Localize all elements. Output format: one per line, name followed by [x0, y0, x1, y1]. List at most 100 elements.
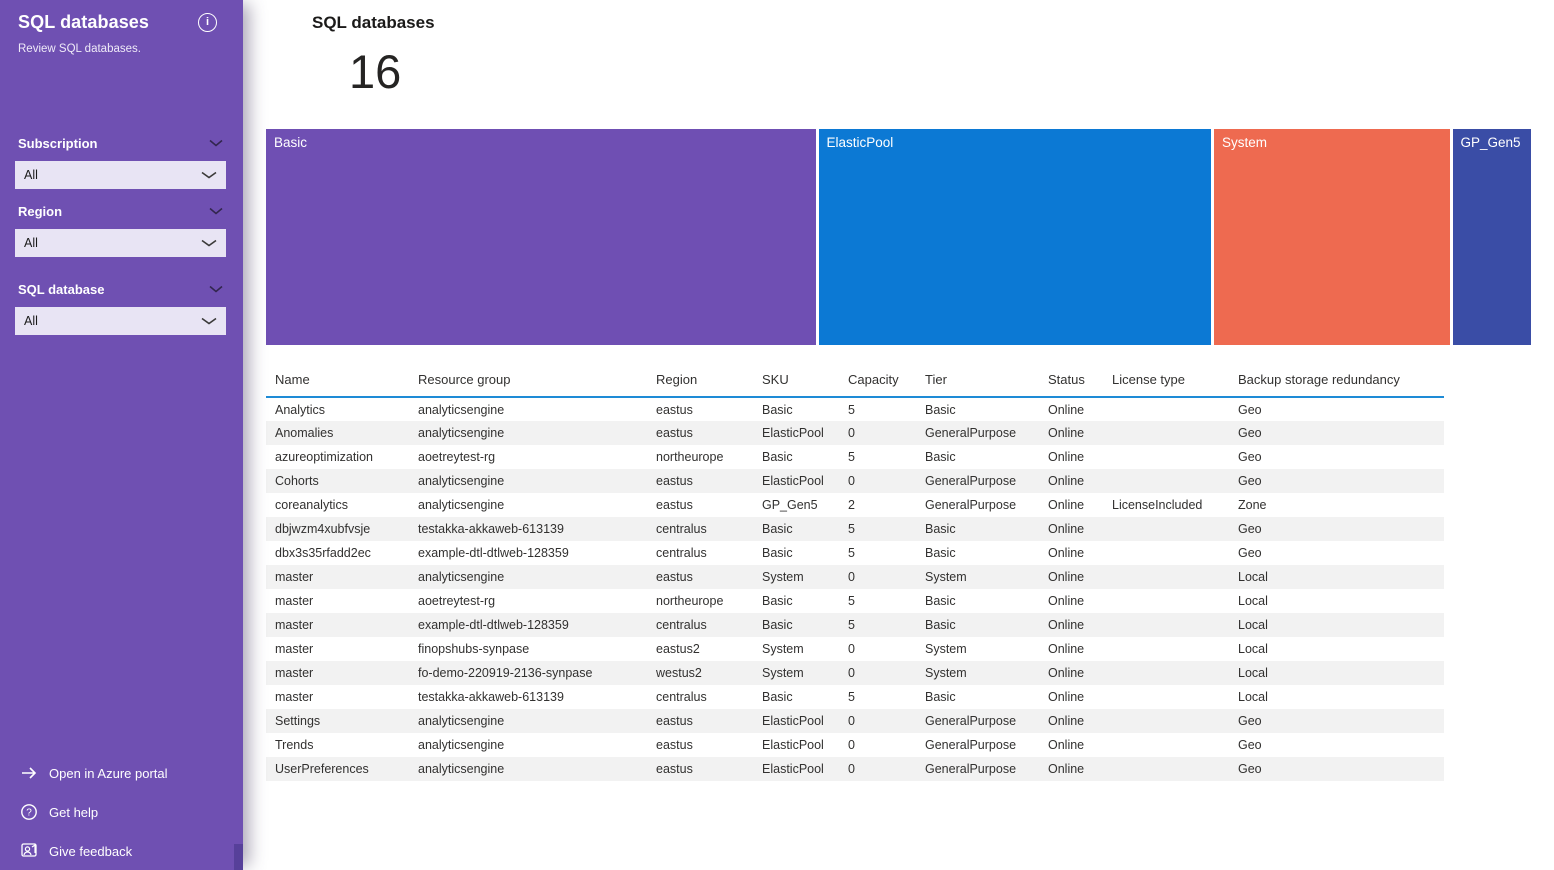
get-help-link[interactable]: ? Get help — [20, 801, 168, 823]
table-cell: eastus — [656, 498, 693, 512]
table-cell: Basic — [762, 618, 793, 632]
table-cell: eastus2 — [656, 642, 700, 656]
table-row[interactable]: azureoptimization aoetreytest-rg northeuro… — [266, 445, 1444, 469]
treemap-segment-system[interactable]: System — [1214, 129, 1450, 345]
filter-group-region: Region All — [15, 202, 226, 257]
table-cell — [1103, 397, 1229, 421]
info-icon[interactable]: i — [198, 13, 217, 32]
table-cell: 0 — [848, 738, 855, 752]
table-cell: 0 — [848, 762, 855, 776]
table-row[interactable]: master analyticsengine eastus System 0 System… — [266, 565, 1444, 589]
treemap-segment-basic[interactable]: Basic — [266, 129, 816, 345]
table-row[interactable]: master aoetreytest-rg northeurope Basic 5 Bas… — [266, 589, 1444, 613]
table-cell: aoetreytest-rg — [418, 594, 496, 608]
table-row[interactable]: dbjwzm4xubfvsje testakka-akkaweb-613139 ce… — [266, 517, 1444, 541]
table-row[interactable]: dbx3s35rfadd2ec example-dtl-dtlweb-128359… — [266, 541, 1444, 565]
column-header-sku[interactable]: SKU — [753, 363, 839, 398]
table-cell: Geo — [1238, 738, 1262, 752]
table-row[interactable]: coreanalytics analyticsengine eastus GP_Gen… — [266, 493, 1444, 517]
table-row[interactable]: Analytics analyticsengine eastus Basic 5 Basi… — [266, 397, 1444, 421]
table-cell: Basic — [762, 546, 793, 560]
table-cell: Online — [1048, 594, 1085, 608]
table-cell: master — [275, 570, 314, 584]
column-header-status[interactable]: Status — [1039, 363, 1103, 398]
link-label: Open in Azure portal — [49, 765, 168, 781]
table-cell: example-dtl-dtlweb-128359 — [418, 618, 569, 632]
table-cell: System — [762, 570, 804, 584]
treemap-segment-gp_gen5[interactable]: GP_Gen5 — [1452, 129, 1531, 345]
chevron-down-icon — [201, 239, 217, 247]
databases-table: Name Resource group Region SKU Capacity Tier S… — [266, 363, 1444, 781]
sql-database-dropdown[interactable]: All — [15, 307, 226, 335]
table-cell — [1103, 733, 1229, 757]
filter-label: Subscription — [18, 135, 98, 151]
table-cell: westus2 — [656, 666, 702, 680]
help-circle-icon: ? — [20, 803, 40, 821]
filter-label: Region — [18, 203, 63, 219]
table-cell — [1103, 469, 1229, 493]
table-row[interactable]: UserPreferences analyticsengine eastus Elas… — [266, 757, 1444, 781]
table-cell: eastus — [656, 474, 693, 488]
table-cell: Online — [1048, 642, 1085, 656]
subscription-dropdown[interactable]: All — [15, 161, 226, 189]
table-row[interactable]: master finopshubs-synpase eastus2 System 0 Sy… — [266, 637, 1444, 661]
chevron-down-icon[interactable] — [209, 139, 223, 147]
table-cell: Local — [1238, 570, 1268, 584]
table-cell: System — [925, 666, 967, 680]
column-header-capacity[interactable]: Capacity — [839, 363, 916, 398]
table-cell: dbjwzm4xubfvsje — [275, 522, 371, 536]
table-row[interactable]: master example-dtl-dtlweb-128359 centralus… — [266, 613, 1444, 637]
table-cell: GeneralPurpose — [925, 498, 1017, 512]
table-cell: finopshubs-synpase — [418, 642, 530, 656]
sku-treemap: Basic ElasticPool System GP_Gen5 — [266, 129, 1531, 345]
table-cell: coreanalytics — [275, 498, 348, 512]
table-cell: analyticsengine — [418, 498, 505, 512]
table-cell: 5 — [848, 522, 855, 536]
give-feedback-link[interactable]: Give feedback — [20, 840, 168, 862]
svg-text:?: ? — [26, 808, 32, 819]
chevron-down-icon[interactable] — [209, 285, 223, 293]
table-cell: ElasticPool — [762, 426, 824, 440]
sidebar-title: SQL databases — [18, 12, 150, 32]
table-row[interactable]: master testakka-akkaweb-613139 centralus Ba… — [266, 685, 1444, 709]
table-row[interactable]: master fo-demo-220919-2136-synpase westus2… — [266, 661, 1444, 685]
treemap-segment-elasticpool[interactable]: ElasticPool — [818, 129, 1211, 345]
column-header-resource-group[interactable]: Resource group — [409, 363, 647, 398]
table-cell: Online — [1048, 402, 1085, 417]
table-cell: Basic — [925, 618, 956, 632]
chevron-down-icon — [201, 171, 217, 179]
column-header-region[interactable]: Region — [647, 363, 753, 398]
table-row[interactable]: Trends analyticsengine eastus ElasticPool 0 G… — [266, 733, 1444, 757]
table-cell — [1103, 589, 1229, 613]
table-row[interactable]: Settings analyticsengine eastus ElasticPool… — [266, 709, 1444, 733]
table-cell: fo-demo-220919-2136-synpase — [418, 666, 593, 680]
table-cell: 0 — [848, 642, 855, 656]
table-cell: Basic — [762, 450, 793, 464]
table-cell: example-dtl-dtlweb-128359 — [418, 546, 569, 560]
table-cell: eastus — [656, 762, 693, 776]
region-dropdown[interactable]: All — [15, 229, 226, 257]
link-label: Give feedback — [49, 843, 133, 859]
filter-label-row: SQL database — [15, 280, 226, 298]
table-cell: Basic — [762, 690, 793, 704]
table-cell: 0 — [848, 426, 855, 440]
treemap-segment-label: System — [1222, 135, 1268, 150]
table-cell — [1103, 517, 1229, 541]
table-cell: Basic — [925, 522, 956, 536]
chevron-down-icon[interactable] — [209, 207, 223, 215]
dropdown-value: All — [24, 236, 38, 250]
table-cell: Online — [1048, 618, 1085, 632]
open-in-azure-portal-link[interactable]: Open in Azure portal — [20, 762, 168, 784]
dropdown-value: All — [24, 314, 38, 328]
table-row[interactable]: Anomalies analyticsengine eastus ElasticPoo… — [266, 421, 1444, 445]
column-header-tier[interactable]: Tier — [916, 363, 1039, 398]
table-row[interactable]: Cohorts analyticsengine eastus ElasticPool 0… — [266, 469, 1444, 493]
sidebar-scrollbar-thumb[interactable] — [234, 844, 243, 870]
column-header-license-type[interactable]: License type — [1103, 363, 1229, 398]
column-header-name[interactable]: Name — [266, 363, 409, 398]
table-cell: master — [275, 642, 314, 656]
table-cell: Local — [1238, 642, 1268, 656]
column-header-backup-storage-redundancy[interactable]: Backup storage redundancy — [1229, 363, 1444, 398]
table-cell: Online — [1048, 522, 1085, 536]
filter-label: SQL database — [18, 281, 105, 297]
